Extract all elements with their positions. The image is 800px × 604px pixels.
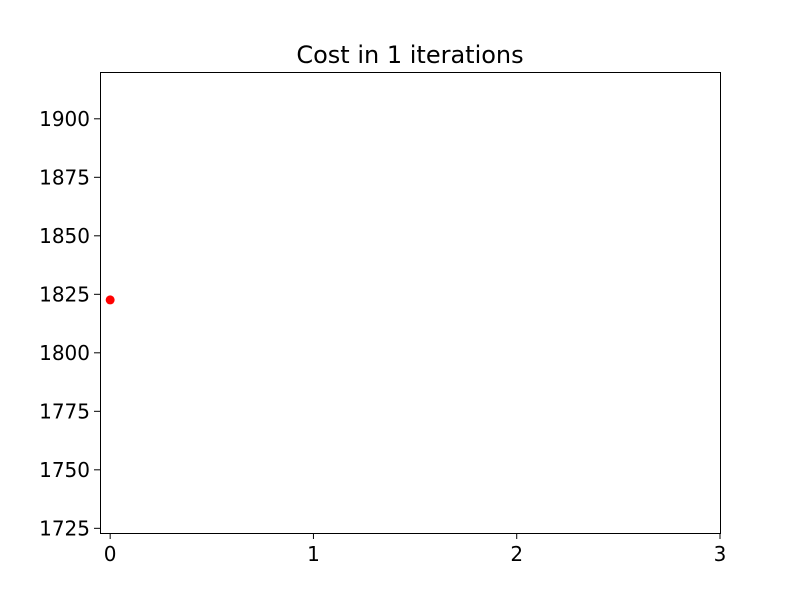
data-points: [105, 295, 115, 305]
plot-area-frame: [100, 72, 721, 534]
y-tick-label: 1775: [39, 399, 90, 423]
x-tick-label: 2: [510, 542, 523, 566]
y-tick-label: 1900: [39, 107, 90, 131]
x-tick-label: 1: [307, 542, 320, 566]
chart-title: Cost in 1 iterations: [296, 41, 523, 69]
y-tick-label: 1875: [39, 165, 90, 189]
y-tick-label: 1850: [39, 224, 90, 248]
y-tick-label: 1725: [39, 516, 90, 540]
y-tick-label: 1750: [39, 458, 90, 482]
x-tick-label: 3: [714, 542, 727, 566]
x-axis-ticks: 0 1 2 3: [104, 533, 727, 566]
y-axis-ticks: 1725 1750 1775 1800 1825 1850 1875 1900: [39, 107, 100, 540]
y-tick-label: 1800: [39, 341, 90, 365]
x-tick-label: 0: [104, 542, 117, 566]
y-tick-label: 1825: [39, 282, 90, 306]
data-point: [105, 295, 115, 305]
